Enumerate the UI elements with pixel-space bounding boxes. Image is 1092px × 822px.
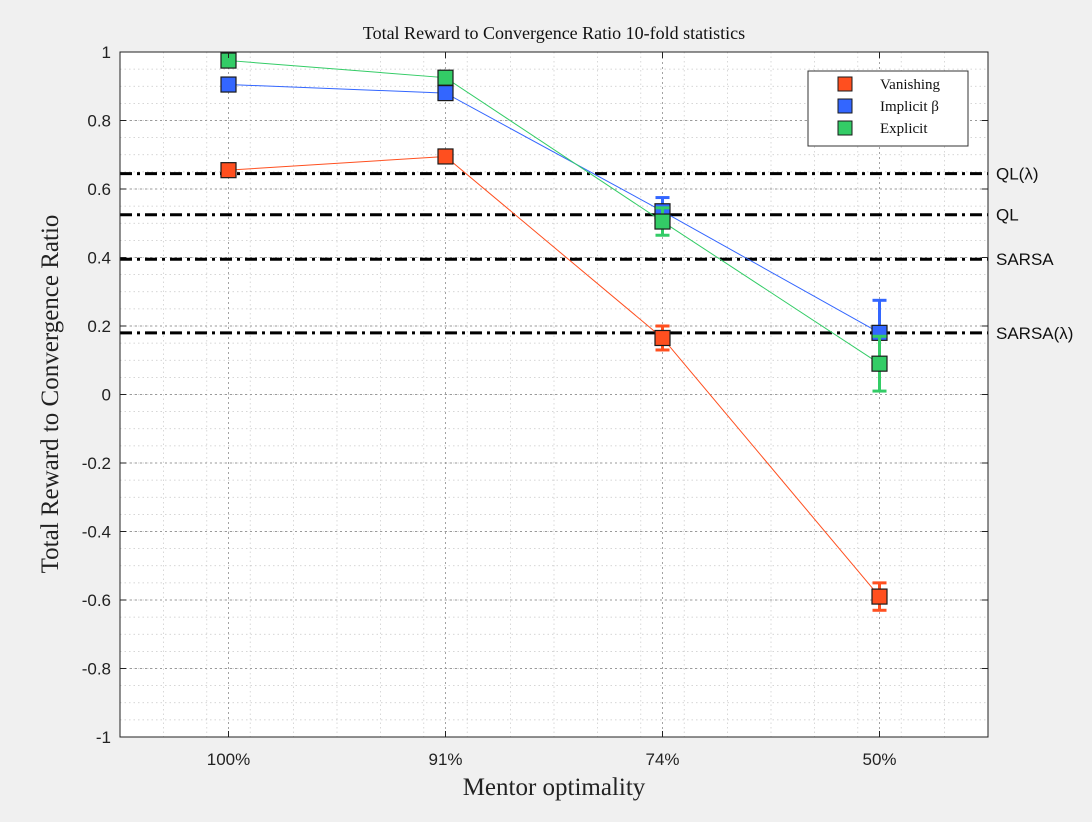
series-layer: [220, 52, 888, 612]
grid-layer: [119, 51, 989, 738]
legend-label: Vanishing: [880, 77, 941, 93]
series-explicit: [220, 52, 888, 393]
legend-label: Implicit β: [880, 99, 939, 115]
y-tick-label: -1: [96, 728, 111, 747]
x-axis-label: Mentor optimality: [463, 774, 646, 801]
reference-line-label: SARSA: [996, 250, 1054, 269]
series-line: [228, 84, 880, 334]
data-point-marker: [654, 213, 671, 230]
data-point-marker: [871, 588, 888, 605]
y-tick-label: 0.2: [87, 317, 111, 336]
y-tick-label: 0.4: [87, 249, 111, 268]
data-point-marker: [220, 76, 237, 93]
x-tick-label: 50%: [862, 750, 896, 769]
x-tick-label: 100%: [207, 750, 250, 769]
series-line: [228, 60, 880, 365]
data-point-marker: [871, 355, 888, 372]
legend-label: Explicit: [880, 121, 928, 137]
legend-swatch: [837, 120, 853, 136]
reference-lines: QL(λ) QL SARSA SARSA(λ): [120, 165, 1073, 343]
data-point-marker: [654, 329, 671, 347]
reference-line-label: QL(λ): [996, 165, 1039, 184]
x-tick-label: 91%: [428, 750, 462, 769]
x-tick-label: 74%: [645, 750, 679, 769]
y-tick-label: 0.6: [87, 180, 111, 199]
y-tick-label: 1: [102, 43, 111, 62]
reference-line-label: SARSA(λ): [996, 324, 1073, 343]
y-tick-label: -0.6: [82, 591, 111, 610]
series-line: [228, 155, 880, 597]
legend-swatch: [837, 76, 853, 92]
legend-swatch: [837, 98, 853, 114]
y-tick-label: -0.2: [82, 454, 111, 473]
reference-line-label: QL: [996, 206, 1019, 225]
axis-ticks: -1 -0.8 -0.6 -0.4 -0.2 0 0.2 0.4 0.6 0.8 1 100% 91% 7…: [82, 43, 988, 769]
y-tick-label: 0: [102, 386, 111, 405]
y-axis-label: Total Reward to Convergence Ratio: [37, 215, 64, 574]
data-point-marker: [220, 162, 237, 179]
data-point-marker: [437, 69, 454, 86]
data-point-marker: [437, 148, 454, 165]
y-tick-label: -0.4: [82, 523, 111, 542]
legend-box: [807, 70, 969, 147]
series-vanishing: [220, 148, 888, 612]
y-tick-label: 0.8: [87, 112, 111, 131]
chart-title: Total Reward to Convergence Ratio 10-fol…: [363, 23, 745, 43]
y-tick-label: -0.8: [82, 660, 111, 679]
legend: Vanishing Implicit β Explicit: [807, 70, 969, 147]
data-point-marker: [437, 84, 454, 102]
